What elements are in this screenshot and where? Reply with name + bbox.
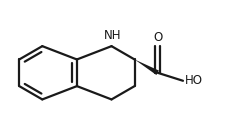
Text: O: O (152, 31, 162, 44)
Polygon shape (134, 59, 158, 75)
Text: HO: HO (185, 74, 202, 87)
Text: NH: NH (104, 29, 121, 42)
